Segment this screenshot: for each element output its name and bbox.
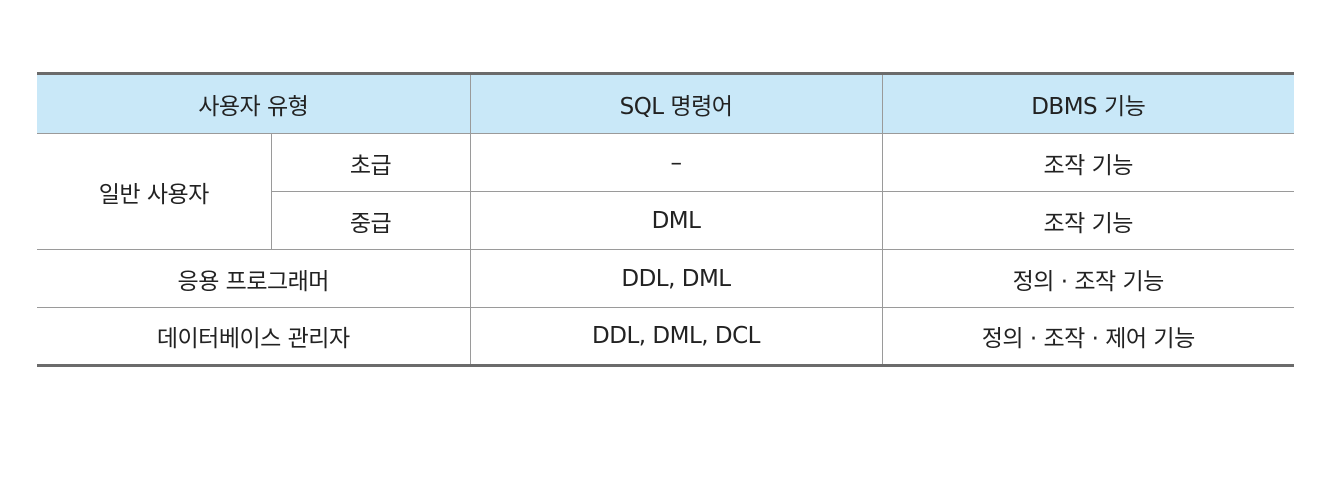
dbms-cell: 조작 기능 bbox=[881, 191, 1294, 250]
dbms-cell: 조작 기능 bbox=[881, 133, 1294, 192]
table-row: 데이터베이스 관리자 DDL, DML, DCL 정의 · 조작 · 제어 기능 bbox=[37, 307, 1294, 367]
header-row: 사용자 유형 SQL 명령어 DBMS 기능 bbox=[37, 72, 1294, 134]
table-body: 일반 사용자 초급 – 조작 기능 중급 DML 조작 기능 응용 프로그래머 … bbox=[37, 133, 1294, 367]
table-header: 사용자 유형 SQL 명령어 DBMS 기능 bbox=[37, 72, 1294, 134]
header-dbms-function: DBMS 기능 bbox=[881, 72, 1294, 134]
sql-cell: DML bbox=[469, 191, 882, 250]
dbms-cell: 정의 · 조작 기능 bbox=[881, 249, 1294, 308]
dba-cell: 데이터베이스 관리자 bbox=[37, 307, 470, 367]
app-programmer-cell: 응용 프로그래머 bbox=[37, 249, 470, 308]
user-type-table: 사용자 유형 SQL 명령어 DBMS 기능 일반 사용자 초급 – 조작 기능… bbox=[37, 72, 1294, 367]
dbms-cell: 정의 · 조작 · 제어 기능 bbox=[881, 307, 1294, 367]
sql-cell: – bbox=[469, 133, 882, 192]
level-beginner-cell: 초급 bbox=[270, 133, 470, 192]
level-intermediate-cell: 중급 bbox=[270, 191, 470, 250]
table-row: 중급 DML 조작 기능 bbox=[37, 191, 1294, 250]
table-row: 일반 사용자 초급 – 조작 기능 bbox=[37, 133, 1294, 250]
general-user-cell: 일반 사용자 bbox=[37, 133, 271, 250]
sql-cell: DDL, DML, DCL bbox=[469, 307, 882, 367]
sql-cell: DDL, DML bbox=[469, 249, 882, 308]
header-user-type: 사용자 유형 bbox=[37, 72, 470, 134]
table-row: 응용 프로그래머 DDL, DML 정의 · 조작 기능 bbox=[37, 249, 1294, 308]
header-sql-command: SQL 명령어 bbox=[469, 72, 882, 134]
